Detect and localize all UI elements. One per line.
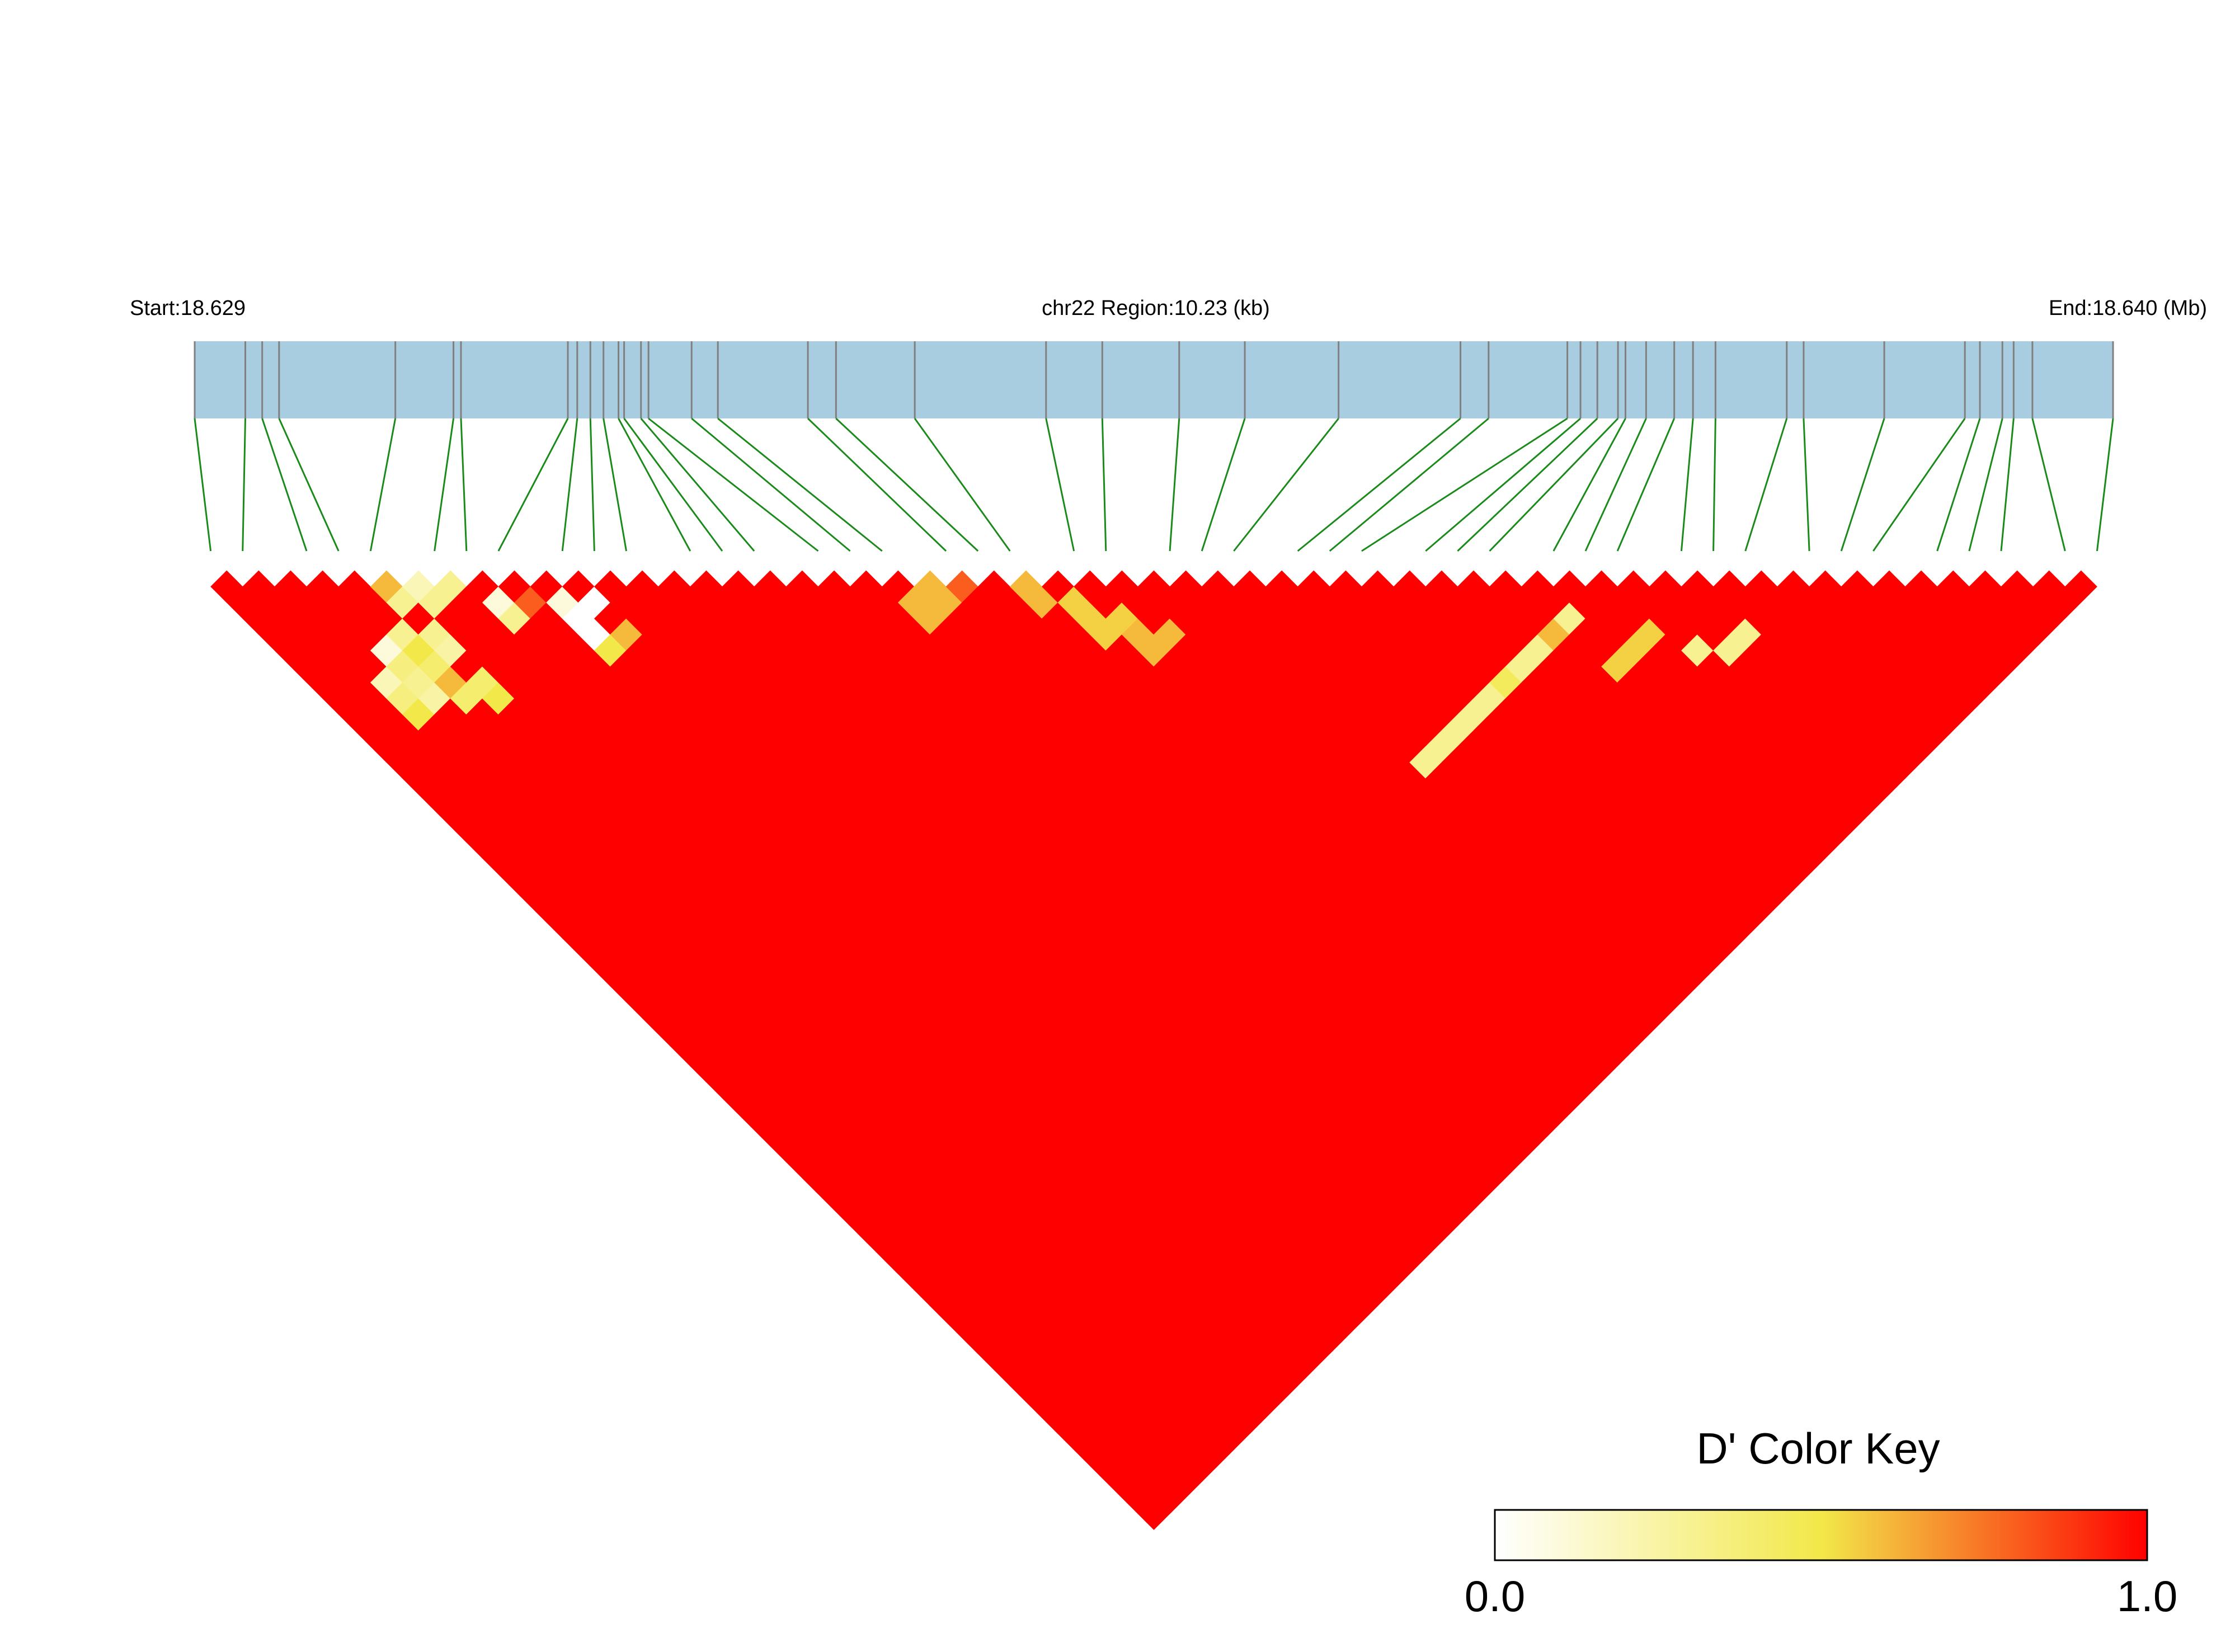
snp-connector-6: [460, 418, 468, 552]
snp-connector-9: [589, 418, 595, 552]
snp-connector-29: [1457, 417, 1598, 552]
snp-connector-21: [1101, 418, 1107, 552]
snp-connector-5: [434, 418, 455, 552]
snp-connector-18: [835, 417, 979, 552]
snp-connector-17: [807, 417, 947, 552]
snp-connector-40: [1936, 418, 1981, 552]
snp-connector-12: [623, 418, 723, 552]
snp-connector-14: [648, 417, 819, 552]
snp-connector-4: [369, 418, 397, 552]
snp-connector-1: [242, 418, 247, 552]
snp-connector-32: [1584, 418, 1647, 552]
snp-connector-31: [1552, 418, 1626, 552]
snp-connector-41: [1968, 418, 2003, 552]
legend-max-label: 1.0: [2117, 1571, 2177, 1621]
snp-connector-2: [261, 418, 308, 552]
region-label: chr22 Region:10.23 (kb): [1042, 296, 1270, 320]
snp-connector-27: [1361, 417, 1568, 552]
snp-connector-0: [194, 418, 212, 552]
snp-connector-23: [1201, 418, 1246, 552]
snp-connector-13: [640, 418, 755, 552]
snp-connector-44: [2096, 418, 2114, 552]
snp-connector-25: [1297, 417, 1461, 552]
snp-connector-11: [618, 418, 691, 552]
snp-connector-16: [717, 417, 883, 552]
color-key-legend: D' Color Key 0.0 1.0: [1465, 1424, 2177, 1621]
snp-connector-3: [278, 418, 340, 552]
snp-connector-24: [1233, 418, 1339, 552]
snp-connector-42: [2000, 418, 2015, 552]
snp-connector-19: [914, 418, 1011, 552]
legend-min-label: 0.0: [1465, 1571, 1525, 1621]
snp-connector-35: [1712, 418, 1716, 552]
region-header: Start:18.629 chr22 Region:10.23 (kb) End…: [130, 296, 2207, 320]
snp-connector-26: [1329, 417, 1489, 552]
start-label: Start:18.629: [130, 296, 246, 320]
snp-connector-8: [561, 418, 578, 552]
snp-connector-10: [603, 418, 628, 552]
snp-connector-36: [1744, 418, 1788, 552]
end-label: End:18.640 (Mb): [2049, 296, 2207, 320]
snp-connector-43: [2031, 418, 2066, 552]
snp-connector-37: [1803, 418, 1810, 552]
legend-title: D' Color Key: [1696, 1424, 1940, 1473]
gene-track: [194, 341, 2114, 418]
snp-connector-28: [1425, 417, 1582, 552]
ld-triangle: [210, 570, 2097, 1530]
snp-connector-7: [497, 418, 569, 552]
legend-gradient-bar: [1494, 1509, 2148, 1561]
gene-track-bar: [195, 341, 2113, 418]
snp-connector-39: [1872, 418, 1966, 552]
snp-connector-33: [1616, 418, 1676, 552]
snp-connector-30: [1489, 417, 1619, 552]
snp-connector-20: [1045, 418, 1075, 552]
snp-connector-38: [1840, 418, 1885, 552]
snp-connector-22: [1169, 418, 1180, 552]
snp-connector-15: [691, 417, 851, 552]
snp-connectors: [194, 417, 2114, 552]
snp-connector-34: [1680, 418, 1694, 552]
ld-cell-58-59: [2064, 570, 2097, 603]
